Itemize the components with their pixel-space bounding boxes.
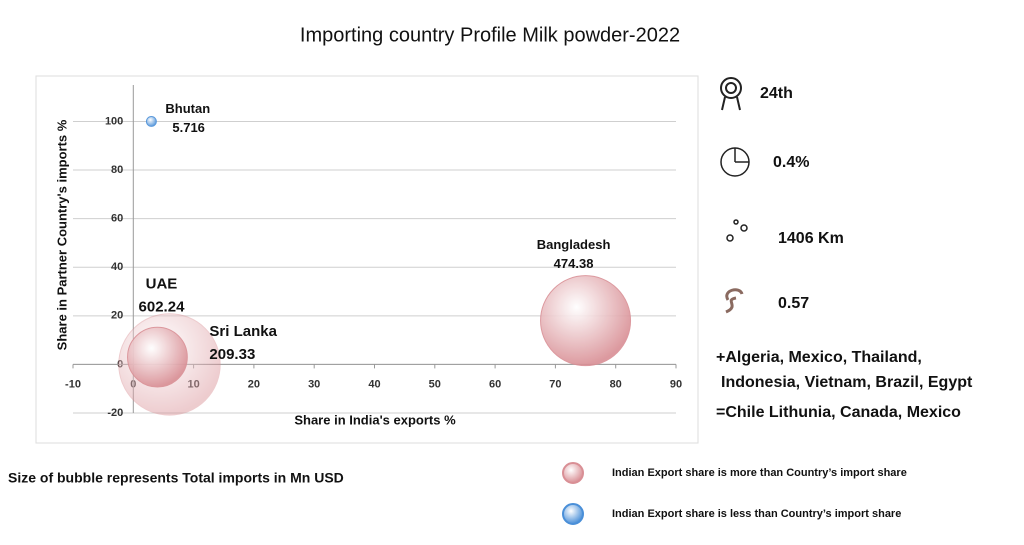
x-tick-label: -10 xyxy=(65,378,81,390)
y-tick-label: -20 xyxy=(107,407,123,419)
map-pin-icon xyxy=(740,224,748,232)
award-icon-inner xyxy=(725,82,737,94)
y-tick-label: 40 xyxy=(111,261,123,273)
y-tick-label: 80 xyxy=(111,164,123,176)
plot: -20020406080100-100102030405060708090UAE… xyxy=(65,85,682,419)
x-tick-label: 30 xyxy=(308,378,320,390)
x-tick-label: 70 xyxy=(549,378,561,390)
x-axis-label: Share in India's exports % xyxy=(294,412,456,427)
legend: Indian Export share is more than Country… xyxy=(562,462,907,525)
competitors-line: =Chile Lithunia, Canada, Mexico xyxy=(716,404,961,421)
bubble-label: UAE xyxy=(146,275,178,292)
map-pin-icon xyxy=(726,234,734,242)
size-note: Size of bubble represents Total imports … xyxy=(8,470,344,486)
legend-label: Indian Export share is more than Country… xyxy=(612,467,907,479)
legend-swatch xyxy=(562,503,584,525)
stat-share: 0.4% xyxy=(773,154,809,171)
x-tick-label: 60 xyxy=(489,378,501,390)
stat-distance: 1406 Km xyxy=(778,230,844,247)
bubble xyxy=(145,116,157,127)
icons xyxy=(720,77,750,314)
bubble-label: Bangladesh xyxy=(537,237,611,252)
trend-icon xyxy=(725,288,744,314)
y-axis-label: Share in Partner Country's imports % xyxy=(54,119,69,350)
legend-label: Indian Export share is less than Country… xyxy=(612,508,901,520)
award-icon xyxy=(720,77,742,99)
x-tick-label: 50 xyxy=(429,378,441,390)
x-tick-label: 90 xyxy=(670,378,682,390)
bubble-value: 474.38 xyxy=(554,256,594,271)
x-tick-label: 20 xyxy=(248,378,260,390)
bubble xyxy=(540,275,632,367)
bubble xyxy=(127,326,188,388)
y-tick-label: 20 xyxy=(111,310,123,322)
x-tick-label: 40 xyxy=(368,378,380,390)
award-ribbon xyxy=(721,96,741,111)
y-tick-label: 60 xyxy=(111,213,123,225)
competitors-line: Indonesia, Vietnam, Brazil, Egypt xyxy=(721,374,973,391)
legend-swatch xyxy=(562,462,584,484)
bubble-label: Sri Lanka xyxy=(209,323,277,340)
chart-title: Importing country Profile Milk powder-20… xyxy=(300,24,680,46)
map-pin-icon xyxy=(733,219,739,225)
pie-icon-slice xyxy=(734,148,749,163)
chart-frame xyxy=(35,75,699,444)
y-tick-label: 100 xyxy=(105,115,123,127)
stat-rank: 24th xyxy=(760,85,793,102)
bubble-value: 209.33 xyxy=(209,346,255,363)
stat-index: 0.57 xyxy=(778,295,809,312)
bubble-value: 5.716 xyxy=(172,120,205,135)
competitors-line: +Algeria, Mexico, Thailand, xyxy=(716,349,922,366)
bubble-label: Bhutan xyxy=(165,101,210,116)
bubble-value: 602.24 xyxy=(139,298,186,315)
x-tick-label: 80 xyxy=(610,378,622,390)
